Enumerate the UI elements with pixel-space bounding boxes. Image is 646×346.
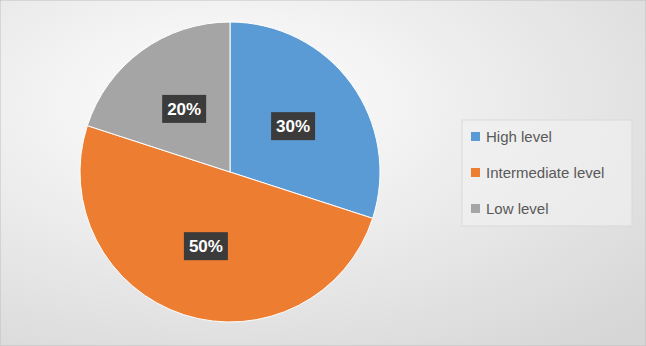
background <box>0 0 646 346</box>
legend-box <box>462 120 632 226</box>
data-label: 30% <box>276 117 310 136</box>
slices <box>80 22 380 322</box>
legend-label: High level <box>486 128 552 145</box>
chart: 30% 50% 20% High level Intermediate level Low… <box>0 0 646 346</box>
data-label: 20% <box>167 100 201 119</box>
data-label-box <box>162 95 206 123</box>
data-label-box <box>271 112 315 140</box>
legend-swatch <box>471 204 480 213</box>
legend-label: Intermediate level <box>486 164 604 181</box>
legend-swatch <box>471 168 480 177</box>
legend: High level Intermediate level Low level <box>462 120 632 226</box>
legend-label: Low level <box>486 200 549 217</box>
pie-slice <box>87 22 230 172</box>
data-label-box <box>184 232 228 260</box>
data-label: 50% <box>189 237 223 256</box>
legend-swatch <box>471 132 480 141</box>
data-labels: 30% 50% 20% <box>162 95 315 260</box>
